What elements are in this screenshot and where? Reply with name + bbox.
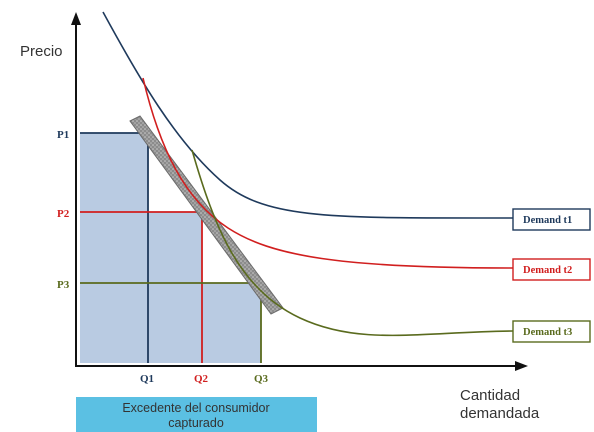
legend-box-t1 bbox=[512, 208, 591, 231]
surplus-block-2 bbox=[148, 212, 202, 363]
demand-curves bbox=[102, 11, 514, 337]
demand-curve-t3 bbox=[191, 149, 514, 337]
legend-demand-t3: Demand t3 bbox=[512, 320, 591, 343]
legend-demand-t2: Demand t2 bbox=[512, 258, 591, 281]
surplus-banner: Excedente del consumidor capturado bbox=[76, 397, 317, 432]
legend-label-t2: Demand t2 bbox=[523, 265, 572, 276]
surplus-block-3 bbox=[202, 283, 261, 363]
axes bbox=[71, 12, 528, 371]
x-axis-label-line-2: demandada bbox=[460, 405, 540, 422]
surplus-banner-box bbox=[76, 397, 317, 432]
quantity-label-q1: Q1 bbox=[140, 373, 154, 385]
x-axis-label-line-1: Cantidad bbox=[460, 387, 520, 404]
demand-curve-t1 bbox=[102, 11, 514, 219]
x-axis-arrowhead bbox=[515, 361, 528, 371]
price-label-p3: P3 bbox=[57, 279, 70, 291]
legend-label-t1: Demand t1 bbox=[523, 215, 572, 226]
legend-demand-t1: Demand t1 bbox=[512, 208, 591, 231]
surplus-block-1 bbox=[80, 133, 148, 363]
quantity-label-q2: Q2 bbox=[194, 373, 209, 385]
surplus-banner-line-1: Excedente del consumidor bbox=[122, 401, 269, 415]
y-axis-arrowhead bbox=[71, 12, 81, 25]
y-axis-label: Precio bbox=[20, 43, 63, 60]
price-label-p1: P1 bbox=[57, 129, 69, 141]
price-label-p2: P2 bbox=[57, 208, 70, 220]
legend-box-t2 bbox=[512, 258, 591, 281]
legend-label-t3: Demand t3 bbox=[523, 327, 572, 338]
quantity-label-q3: Q3 bbox=[254, 373, 269, 385]
demand-curve-t2 bbox=[142, 77, 514, 269]
legend-box-t3 bbox=[512, 320, 591, 343]
surplus-area bbox=[80, 133, 261, 363]
surplus-banner-line-2: capturado bbox=[168, 416, 224, 430]
